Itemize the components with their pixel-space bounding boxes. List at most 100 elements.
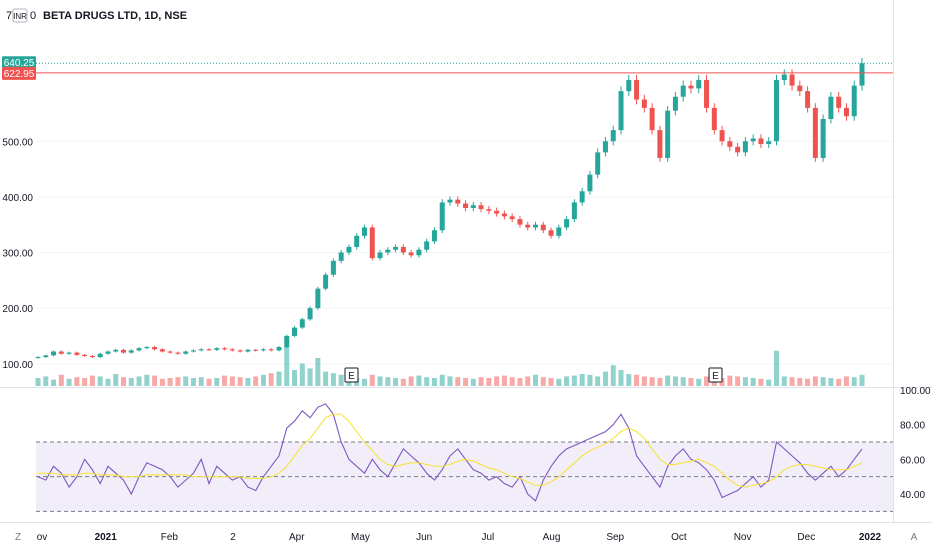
candle-body xyxy=(167,351,173,353)
volume-bar xyxy=(540,377,546,386)
candle-body xyxy=(35,357,41,359)
rsi-band xyxy=(36,441,893,512)
candle-body xyxy=(105,351,111,354)
candle-body xyxy=(190,350,196,352)
volume-bar xyxy=(361,378,367,386)
candle-body xyxy=(704,80,710,108)
volume-bar xyxy=(463,378,469,386)
candle-body xyxy=(820,119,826,158)
volume-bar xyxy=(113,374,119,386)
volume-bar xyxy=(758,378,764,386)
rsi-line xyxy=(37,403,863,502)
candle-body xyxy=(354,235,360,247)
volume-bar xyxy=(828,378,834,386)
volume-bar xyxy=(470,378,476,386)
volume-bar xyxy=(338,374,344,386)
symbol-title: BETA DRUGS LTD, 1D, NSE xyxy=(43,10,187,22)
candle-body xyxy=(540,224,546,231)
candle-body xyxy=(610,130,616,142)
candle-body xyxy=(43,355,49,358)
candle-body xyxy=(672,96,678,111)
price-axis[interactable]: 100.00 200.00 300.00 400.00 500.00 xyxy=(2,137,33,371)
volume-bar xyxy=(843,376,849,386)
volume-bar xyxy=(587,374,593,386)
volume-bar xyxy=(501,375,507,386)
rsi-axis[interactable]: 100.00 80.00 60.00 40.00 xyxy=(900,386,931,501)
volume-bar xyxy=(144,374,150,386)
time-axis[interactable]: ov 2021 Feb 2 Apr May Jun Jul Aug Sep Oct Nov Dec 202… xyxy=(37,532,882,543)
volume-bar xyxy=(610,365,616,386)
candle-body xyxy=(284,335,290,348)
volume-bar xyxy=(408,376,414,386)
auto-scale-button-a[interactable]: A xyxy=(911,532,918,543)
earnings-marker-label: E xyxy=(712,371,719,382)
price-tick-label: 400.00 xyxy=(2,193,33,204)
volume-bar xyxy=(315,358,321,386)
volume-bar xyxy=(478,377,484,386)
candle-body xyxy=(229,349,235,351)
volume-bar xyxy=(237,377,243,386)
candle-body xyxy=(152,347,158,350)
volume-bar xyxy=(51,379,57,386)
volume-bar xyxy=(750,378,756,386)
volume-bar xyxy=(128,378,134,386)
earnings-marker[interactable]: E xyxy=(344,367,359,383)
candle-body xyxy=(657,130,663,158)
candle-body xyxy=(579,191,585,203)
candle-body xyxy=(641,99,647,108)
candle-body xyxy=(222,348,228,350)
time-axis-label: Dec xyxy=(797,532,815,543)
volume-bar xyxy=(836,378,842,386)
volume-bar xyxy=(727,375,733,386)
candle-body xyxy=(97,353,103,358)
volume-bar xyxy=(548,378,554,386)
last-price-label: 640.25 xyxy=(4,58,35,69)
earnings-marker[interactable]: E xyxy=(708,367,723,383)
candle-body xyxy=(727,141,733,147)
candle-body xyxy=(260,349,266,351)
candle-body xyxy=(750,138,756,142)
volume-bar xyxy=(377,376,383,386)
candle-body xyxy=(805,91,811,108)
candle-body xyxy=(393,246,399,250)
volume-bar xyxy=(649,377,655,386)
candle-body xyxy=(377,252,383,259)
volume-bar xyxy=(766,379,772,386)
rsi-tick-label: 80.00 xyxy=(900,421,925,432)
candle-body xyxy=(361,227,367,236)
volume-bar xyxy=(789,377,795,386)
volume-bar xyxy=(152,375,158,386)
volume-bar xyxy=(851,377,857,386)
earnings-marker-label: E xyxy=(348,371,355,382)
candle-body xyxy=(470,205,476,208)
zoom-button-z[interactable]: Z xyxy=(15,532,21,543)
candle-body xyxy=(175,352,181,354)
candle-body xyxy=(843,107,849,117)
candle-body xyxy=(431,230,437,242)
volume-bar xyxy=(393,378,399,386)
time-axis-label: ov xyxy=(37,532,48,543)
candle-body xyxy=(315,288,321,309)
volume-bar xyxy=(525,376,531,386)
volume-bar xyxy=(533,374,539,386)
volume-bar xyxy=(245,378,251,386)
volume-bar xyxy=(439,374,445,386)
candle-body xyxy=(781,74,787,81)
volume-bar xyxy=(672,376,678,386)
time-axis-label: Oct xyxy=(671,532,687,543)
candle-body xyxy=(773,80,779,142)
candle-body xyxy=(789,74,795,86)
candle-body xyxy=(758,138,764,145)
volume-bar xyxy=(820,377,826,386)
candle-body xyxy=(58,351,64,354)
currency-badge[interactable]: INR xyxy=(12,8,28,23)
candle-body xyxy=(851,85,857,117)
candle-body xyxy=(587,174,593,192)
volume-bar xyxy=(735,376,741,386)
volume-bar xyxy=(292,370,298,386)
volume-bar xyxy=(136,376,142,386)
volume-bar xyxy=(222,375,228,386)
candle-body xyxy=(323,274,329,289)
candle-body xyxy=(206,349,212,351)
